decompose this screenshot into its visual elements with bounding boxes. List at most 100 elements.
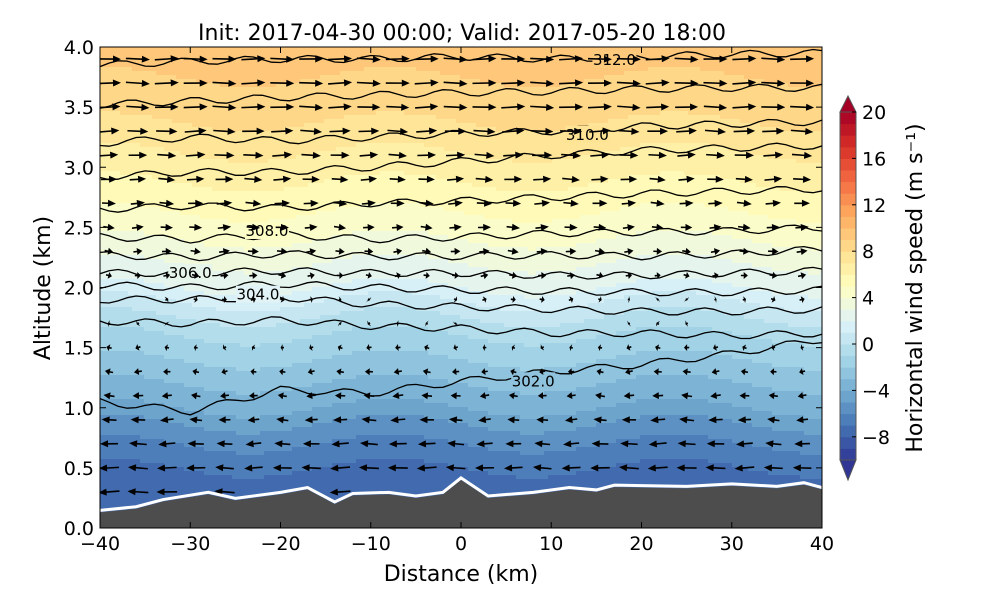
field-cell (208, 423, 212, 427)
field-cell (152, 99, 156, 103)
field-cell (248, 279, 252, 283)
field-cell (140, 95, 144, 99)
field-cell (184, 219, 188, 223)
field-cell (200, 75, 204, 79)
field-cell (240, 415, 244, 419)
field-cell (160, 343, 164, 347)
field-cell (248, 447, 252, 451)
field-cell (132, 263, 136, 267)
field-cell (104, 427, 108, 431)
field-cell (256, 95, 260, 99)
field-cell (152, 191, 156, 195)
field-cell (200, 235, 204, 239)
field-cell (204, 307, 208, 311)
field-cell (248, 239, 252, 243)
field-cell (176, 355, 180, 359)
field-cell (104, 227, 108, 231)
field-cell (228, 123, 232, 127)
field-cell (148, 159, 152, 163)
field-cell (240, 227, 244, 231)
field-cell (160, 471, 164, 475)
field-cell (232, 431, 236, 435)
field-cell (232, 227, 236, 231)
field-cell (252, 423, 256, 427)
field-cell (236, 139, 240, 143)
field-cell (244, 79, 248, 83)
field-cell (112, 311, 116, 315)
field-cell (244, 135, 248, 139)
field-cell (212, 239, 216, 243)
field-cell (240, 347, 244, 351)
field-cell (212, 219, 216, 223)
field-cell (100, 199, 104, 203)
field-cell (140, 479, 144, 483)
field-cell (220, 447, 224, 451)
field-cell (116, 439, 120, 443)
field-cell (216, 95, 220, 99)
field-cell (184, 451, 188, 455)
field-cell (204, 287, 208, 291)
field-cell (196, 483, 200, 487)
field-cell (124, 279, 128, 283)
field-cell (216, 291, 220, 295)
field-cell (248, 411, 252, 415)
field-cell (204, 243, 208, 247)
field-cell (140, 247, 144, 251)
field-cell (196, 403, 200, 407)
field-cell (228, 147, 232, 151)
field-cell (152, 427, 156, 431)
field-cell (116, 443, 120, 447)
field-cell (136, 315, 140, 319)
field-cell (200, 483, 204, 487)
field-cell (220, 47, 224, 51)
field-cell (112, 379, 116, 383)
field-cell (264, 55, 268, 59)
field-cell (128, 135, 132, 139)
field-cell (124, 151, 128, 155)
field-cell (188, 487, 192, 491)
field-cell (120, 115, 124, 119)
field-cell (208, 303, 212, 307)
field-cell (180, 211, 184, 215)
field-cell (200, 71, 204, 75)
field-cell (188, 331, 192, 335)
field-cell (212, 147, 216, 151)
field-cell (156, 339, 160, 343)
field-cell (168, 207, 172, 211)
field-cell (256, 455, 260, 459)
field-cell (224, 363, 228, 367)
field-cell (184, 431, 188, 435)
field-cell (196, 447, 200, 451)
field-cell (180, 215, 184, 219)
field-cell (140, 387, 144, 391)
field-cell (116, 387, 120, 391)
field-cell (248, 375, 252, 379)
field-cell (136, 375, 140, 379)
field-cell (156, 439, 160, 443)
field-cell (100, 263, 104, 267)
field-cell (100, 103, 104, 107)
field-cell (116, 359, 120, 363)
field-cell (140, 399, 144, 403)
field-cell (248, 79, 252, 83)
field-cell (144, 75, 148, 79)
field-cell (196, 435, 200, 439)
field-cell (240, 223, 244, 227)
field-cell (164, 315, 168, 319)
field-cell (120, 483, 124, 487)
field-cell (168, 199, 172, 203)
field-cell (204, 47, 208, 51)
field-cell (224, 343, 228, 347)
field-cell (232, 455, 236, 459)
field-cell (228, 235, 232, 239)
field-cell (252, 427, 256, 431)
field-cell (236, 199, 240, 203)
field-cell (224, 47, 228, 51)
field-cell (116, 251, 120, 255)
field-cell (128, 111, 132, 115)
field-cell (124, 343, 128, 347)
field-cell (112, 331, 116, 335)
field-cell (200, 259, 204, 263)
field-cell (168, 443, 172, 447)
field-cell (112, 111, 116, 115)
